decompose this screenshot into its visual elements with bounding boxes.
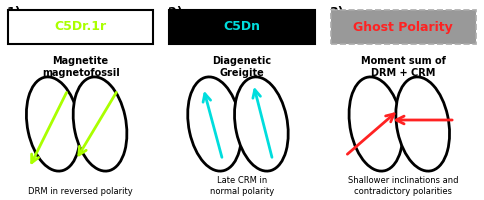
Ellipse shape bbox=[234, 77, 288, 171]
Text: 3): 3) bbox=[329, 6, 344, 19]
Text: Late CRM in
normal polarity: Late CRM in normal polarity bbox=[210, 176, 274, 196]
FancyBboxPatch shape bbox=[8, 10, 153, 44]
Text: C5Dr.1r: C5Dr.1r bbox=[55, 21, 107, 33]
Text: Diagenetic
Greigite: Diagenetic Greigite bbox=[212, 56, 272, 78]
Ellipse shape bbox=[188, 77, 242, 171]
Text: Magnetite
magnetofossil: Magnetite magnetofossil bbox=[42, 56, 120, 78]
FancyBboxPatch shape bbox=[331, 10, 476, 44]
Ellipse shape bbox=[26, 77, 80, 171]
Ellipse shape bbox=[73, 77, 127, 171]
Text: DRM in reversed polarity: DRM in reversed polarity bbox=[28, 187, 133, 196]
Text: 1): 1) bbox=[6, 6, 21, 19]
Ellipse shape bbox=[349, 77, 403, 171]
Ellipse shape bbox=[396, 77, 450, 171]
Text: 2): 2) bbox=[168, 6, 182, 19]
Text: Ghost Polarity: Ghost Polarity bbox=[353, 21, 453, 33]
Text: Moment sum of
DRM + CRM: Moment sum of DRM + CRM bbox=[361, 56, 446, 78]
FancyBboxPatch shape bbox=[169, 10, 315, 44]
Text: Shallower inclinations and
contradictory polarities: Shallower inclinations and contradictory… bbox=[348, 176, 458, 196]
Text: C5Dn: C5Dn bbox=[224, 21, 260, 33]
